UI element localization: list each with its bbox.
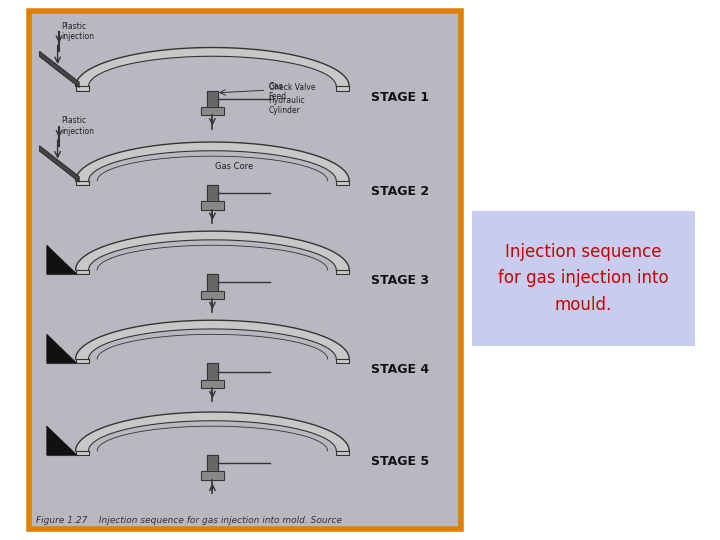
Text: Figure 1.27    Injection sequence for gas injection into mold. Source: Figure 1.27 Injection sequence for gas i… (36, 516, 342, 525)
Polygon shape (207, 274, 218, 291)
Text: Hydraulic
Cylinder: Hydraulic Cylinder (269, 96, 305, 116)
Text: STAGE 5: STAGE 5 (371, 455, 429, 468)
FancyBboxPatch shape (472, 211, 695, 346)
Polygon shape (76, 359, 89, 363)
Polygon shape (40, 146, 79, 182)
Polygon shape (47, 245, 77, 274)
Polygon shape (76, 231, 349, 270)
Polygon shape (201, 107, 224, 115)
Text: Plastic
injection: Plastic injection (61, 116, 94, 136)
Text: STAGE 1: STAGE 1 (371, 91, 429, 104)
Polygon shape (201, 471, 224, 480)
Polygon shape (336, 181, 349, 185)
Polygon shape (201, 291, 224, 299)
Polygon shape (201, 380, 224, 388)
Polygon shape (47, 426, 77, 455)
Polygon shape (76, 412, 349, 451)
Text: Plastic
injection: Plastic injection (61, 22, 94, 41)
Polygon shape (76, 142, 349, 181)
Text: STAGE 4: STAGE 4 (371, 363, 429, 376)
Text: STAGE 2: STAGE 2 (371, 185, 429, 198)
Polygon shape (47, 334, 77, 363)
Polygon shape (76, 86, 89, 91)
Polygon shape (336, 359, 349, 363)
Text: Check Valve: Check Valve (269, 83, 315, 92)
Polygon shape (336, 86, 349, 91)
Text: STAGE 3: STAGE 3 (371, 274, 429, 287)
Polygon shape (40, 51, 79, 87)
Polygon shape (207, 363, 218, 380)
Polygon shape (207, 91, 218, 107)
Polygon shape (336, 270, 349, 274)
Text: Injection sequence
for gas injection into
mould.: Injection sequence for gas injection int… (498, 242, 668, 314)
Polygon shape (76, 270, 89, 274)
Polygon shape (207, 455, 218, 471)
Polygon shape (76, 451, 89, 455)
FancyBboxPatch shape (29, 11, 461, 529)
Polygon shape (207, 185, 218, 201)
Polygon shape (76, 320, 349, 359)
Polygon shape (201, 201, 224, 210)
Polygon shape (76, 181, 89, 185)
Text: Gas
Feed: Gas Feed (269, 82, 287, 102)
Polygon shape (76, 48, 349, 86)
Polygon shape (336, 451, 349, 455)
Text: Gas Core: Gas Core (215, 161, 253, 171)
